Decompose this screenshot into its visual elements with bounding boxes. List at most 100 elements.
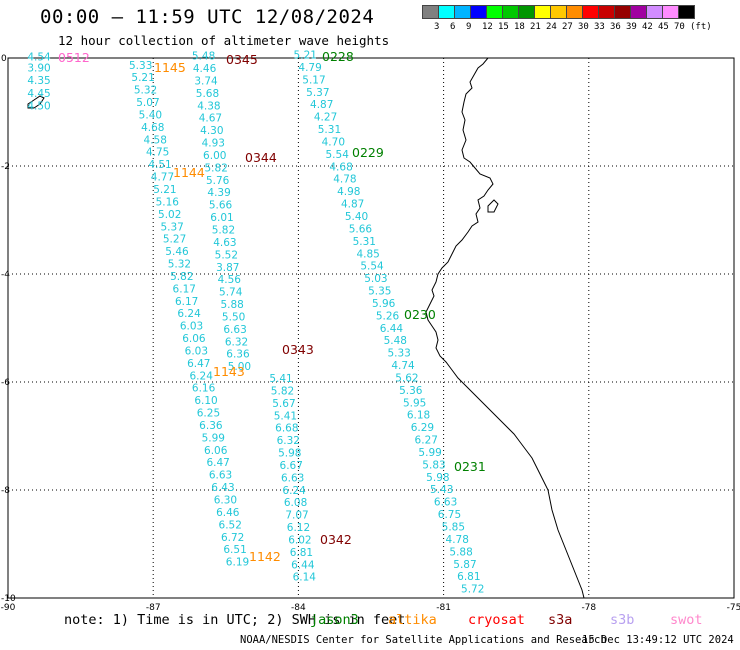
- wave-height-value: 6.02: [288, 534, 311, 546]
- wave-height-value: 5.82: [271, 385, 294, 397]
- wave-height-value: 6.18: [407, 410, 430, 422]
- legend-jason3: jason3: [310, 612, 359, 628]
- y-tick-label: -2: [1, 162, 10, 172]
- wave-height-value: 6.00: [203, 150, 226, 162]
- wave-height-value: 5.76: [206, 175, 230, 187]
- wave-height-value: 4.68: [329, 161, 352, 173]
- colorbar-label: 6: [450, 22, 456, 32]
- wave-height-value: 5.85: [442, 522, 465, 534]
- colorbar-swatch: [678, 5, 695, 19]
- legend-cryosat: cryosat: [468, 612, 525, 628]
- wave-height-value: 6.14: [293, 572, 317, 584]
- wave-height-value: 5.02: [158, 209, 181, 221]
- wave-height-value: 4.85: [356, 248, 379, 260]
- x-tick-label: -78: [581, 603, 596, 613]
- wave-height-value: 5.41: [269, 373, 292, 385]
- colorbar-label: 27: [562, 22, 573, 32]
- wave-height-value: 6.32: [225, 336, 248, 348]
- wave-height-value: 4.77: [151, 172, 174, 184]
- wave-height-value: 6.16: [192, 383, 216, 395]
- wave-height-value: 6.06: [204, 445, 228, 457]
- wave-height-value: 4.63: [213, 237, 236, 249]
- wave-height-value: 6.27: [415, 435, 438, 447]
- x-tick-label: -87: [146, 603, 161, 613]
- credit-text: NOAA/NESDIS Center for Satellite Applica…: [240, 634, 607, 646]
- wave-height-value: 4.54: [27, 52, 51, 64]
- pass-time-labels: 0512 1145 0345 0228 0344 1144 0229 0230 0343 1143…: [58, 49, 486, 564]
- x-tick-label: -90: [1, 603, 16, 613]
- wave-height-value: 5.66: [209, 200, 233, 212]
- wave-height-value: 5.46: [165, 246, 189, 258]
- wave-height-value: 5.98: [426, 472, 449, 484]
- wave-height-value: 4.68: [141, 122, 164, 134]
- wave-height-value: 4.58: [144, 134, 167, 146]
- legend-altika: altika: [388, 612, 437, 628]
- colorbar-label: 45: [658, 22, 669, 32]
- y-tick-label: -6: [1, 378, 10, 388]
- wave-height-value: 5.82: [170, 271, 193, 283]
- wave-height-value: 5.07: [136, 97, 159, 109]
- wave-height-value: 6.63: [209, 470, 232, 482]
- legend-swot: swot: [670, 612, 703, 628]
- wave-height-value: 6.17: [173, 283, 196, 295]
- wave-height-value: 6.17: [175, 296, 198, 308]
- wave-height-value: 6.25: [197, 408, 220, 420]
- wave-height-value: 5.88: [220, 299, 243, 311]
- wave-height-value: 4.27: [314, 112, 337, 124]
- pass-time-label: 1143: [213, 364, 245, 379]
- wave-height-value: 6.63: [281, 472, 304, 484]
- pass-time-label: 0228: [322, 49, 354, 64]
- wave-height-value: 5.37: [306, 87, 329, 99]
- wave-height-value: 6.81: [290, 547, 313, 559]
- wave-height-value: 4.98: [337, 186, 360, 198]
- wave-height-colorbar: 3 6 9 12 15 18 21 24 27 30 33 36 39 42 45 70 (ft): [422, 5, 712, 32]
- pass-time-label: 0230: [404, 307, 436, 322]
- wave-height-value: 4.45: [27, 88, 50, 100]
- colorbar-label: 15: [498, 22, 509, 32]
- wave-height-value: 5.48: [192, 51, 215, 63]
- wave-height-value: 5.36: [399, 385, 423, 397]
- wave-height-value: 5.87: [453, 559, 476, 571]
- colorbar-label: 70: [674, 22, 685, 32]
- y-tick-label: 0: [1, 54, 7, 64]
- wave-tracks: 4.543.904.354.454.505.335.215.325.075.40…: [27, 50, 484, 596]
- y-tick-label: -4: [1, 270, 10, 280]
- wave-height-value: 5.37: [160, 221, 183, 233]
- colorbar-label: 21: [530, 22, 541, 32]
- wave-height-value: 5.31: [353, 236, 376, 248]
- wave-height-value: 5.03: [364, 273, 387, 285]
- pass-time-label: 0345: [226, 52, 258, 67]
- wave-height-value: 6.46: [216, 507, 240, 519]
- wave-height-value: 4.46: [193, 63, 217, 75]
- wave-height-value: 4.50: [27, 100, 50, 112]
- wave-height-value: 5.27: [163, 234, 186, 246]
- pass-time-label: 0231: [454, 459, 486, 474]
- y-tick-label: -10: [1, 594, 16, 604]
- wave-height-value: 4.35: [27, 75, 50, 87]
- wave-height-value: 6.47: [206, 457, 229, 469]
- footer-note: note: 1) Time is in UTC; 2) SWH is in fe…: [64, 612, 406, 628]
- wave-height-value: 6.24: [282, 485, 306, 497]
- wave-height-value: 5.74: [219, 287, 243, 299]
- wave-height-value: 5.67: [272, 398, 295, 410]
- wave-height-value: 5.66: [349, 223, 373, 235]
- wave-height-value: 4.74: [391, 360, 415, 372]
- wave-height-value: 6.72: [221, 532, 244, 544]
- colorbar-label: 9: [466, 22, 472, 32]
- wave-height-value: 4.87: [310, 99, 333, 111]
- wave-height-value: 6.81: [457, 571, 480, 583]
- wave-height-value: 5.21: [131, 72, 154, 84]
- wave-height-value: 5.72: [461, 584, 484, 596]
- colorbar-label: 12: [482, 22, 493, 32]
- wave-height-value: 6.63: [434, 497, 457, 509]
- colorbar-label: 42: [642, 22, 653, 32]
- wave-height-value: 5.00: [228, 361, 251, 373]
- wave-height-value: 6.75: [438, 509, 461, 521]
- wave-height-value: 4.78: [446, 534, 469, 546]
- colorbar-label: 30: [578, 22, 589, 32]
- map-title: 00:00 – 11:59 UTC 12/08/2024: [40, 6, 375, 28]
- wave-height-value: 3.87: [216, 262, 239, 274]
- wave-height-value: 6.63: [223, 324, 246, 336]
- wave-height-value: 5.88: [449, 546, 472, 558]
